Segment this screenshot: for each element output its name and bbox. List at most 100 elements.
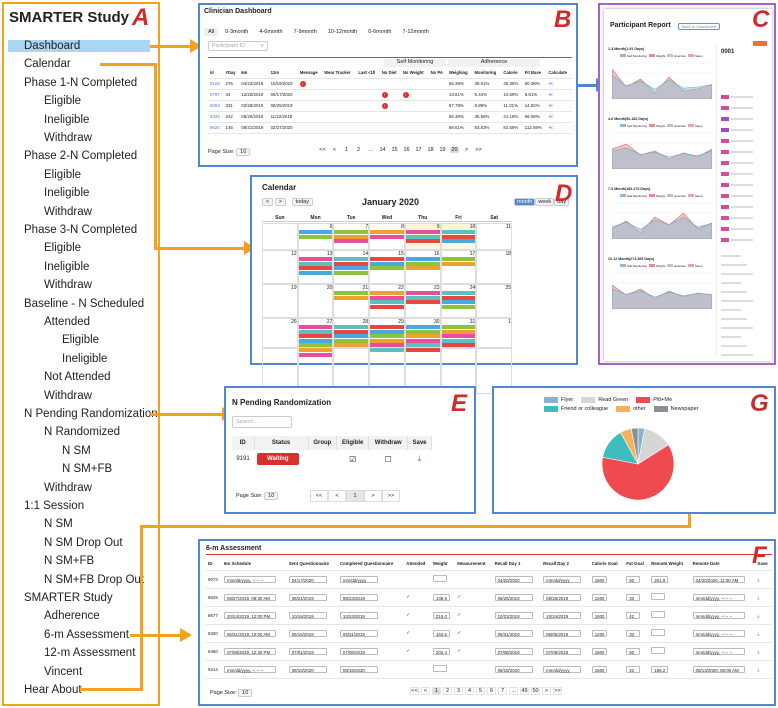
calendar-event[interactable] <box>441 329 476 334</box>
calendar-day-cell[interactable] <box>333 250 370 284</box>
calendar-event[interactable] <box>298 334 333 339</box>
calendar-event[interactable] <box>370 348 404 352</box>
page-button[interactable]: 1 <box>344 147 349 153</box>
page-button[interactable]: > <box>364 490 382 502</box>
calendar-day-cell[interactable] <box>476 250 512 284</box>
assessment-input-field[interactable]: 04/17/2020 <box>288 575 327 583</box>
assessment-input-field[interactable]: 08/25/2019 <box>494 593 533 601</box>
calendar-event[interactable] <box>298 257 333 261</box>
calendar-event[interactable] <box>370 257 404 261</box>
page-button[interactable]: ... <box>368 147 373 153</box>
calendar-event[interactable] <box>441 291 476 295</box>
assessment-input-field[interactable]: 196.2 <box>651 665 669 673</box>
page-button[interactable]: 14 <box>379 147 386 153</box>
calendar-event[interactable] <box>298 234 333 239</box>
calendar-event[interactable] <box>298 230 333 234</box>
assessment-input-field[interactable]: 08/18/2020 <box>494 665 533 673</box>
tab-4[interactable]: 10-12month <box>327 29 358 35</box>
sidebar-item[interactable]: Baseline - N Scheduled <box>24 297 145 310</box>
assessment-input-field[interactable]: 04/20/2020 <box>494 575 533 583</box>
calendar-event[interactable] <box>334 270 369 275</box>
assessment-input-field[interactable] <box>651 611 666 618</box>
calendar-event[interactable] <box>298 338 333 343</box>
calendar-event[interactable] <box>334 239 369 244</box>
calendar-event[interactable] <box>298 329 333 334</box>
calendar-day-cell[interactable] <box>369 250 405 284</box>
calendar-event[interactable] <box>334 257 369 261</box>
today-button[interactable]: today <box>291 198 313 206</box>
calendar-event[interactable] <box>370 300 404 305</box>
calendar-event[interactable] <box>405 261 440 266</box>
sidebar-item[interactable]: N SM+FB Drop Out <box>44 573 145 586</box>
calendar-event[interactable] <box>370 329 404 334</box>
sidebar-item[interactable]: Eligible <box>44 168 82 181</box>
assessment-input-field[interactable]: 10/24/2019, 12:00 PM <box>223 611 276 619</box>
alert-icon[interactable]: ! <box>381 91 388 98</box>
save-icon[interactable]: ⤓ <box>757 648 760 654</box>
sidebar-item[interactable]: Attended <box>44 316 91 328</box>
eligible-checkbox[interactable]: ☑ <box>349 454 357 464</box>
page-button[interactable]: 3 <box>454 687 463 695</box>
calendar-day-cell[interactable] <box>404 284 441 318</box>
save-icon[interactable]: ⤓ <box>757 594 760 600</box>
calendar-event[interactable] <box>441 304 476 309</box>
page-button[interactable]: < <box>421 687 430 695</box>
calendar-event[interactable] <box>334 343 369 348</box>
assessment-input-field[interactable]: 05/31/2019, 10:00 AM <box>223 629 276 637</box>
assessment-input-field[interactable]: mm/dd/yyyy, --:-- -- <box>223 665 276 673</box>
page-button[interactable]: 2 <box>356 147 361 153</box>
page-button[interactable]: 49 <box>520 687 529 695</box>
assessment-input-field[interactable]: 10/16/2019 <box>288 611 327 619</box>
calendar-day-cell[interactable] <box>297 318 334 348</box>
calendar-day-cell[interactable] <box>333 223 370 250</box>
assessment-input-field[interactable]: 1500 <box>591 611 608 619</box>
assessment-input-field[interactable]: mm/dd/yyyy, --:-- -- <box>223 575 276 583</box>
calculate-icon[interactable]: ≪ <box>546 100 572 112</box>
save-icon[interactable]: ⤓ <box>757 612 760 618</box>
back-to-dashboard-button[interactable]: Back to Dashboard <box>678 23 721 30</box>
calendar-event[interactable] <box>370 295 404 300</box>
assessment-input-field[interactable]: 148.6 <box>432 593 450 601</box>
calendar-event[interactable] <box>405 300 440 305</box>
sidebar-item[interactable]: Dashboard <box>8 40 150 52</box>
assessment-input-field[interactable]: 1200 <box>591 629 608 637</box>
calendar-event[interactable] <box>441 343 476 348</box>
assessment-input-field[interactable]: mm/dd/yyyy, --:-- -- <box>692 647 745 655</box>
calculate-icon[interactable]: ≪ <box>546 111 572 123</box>
calendar-day-cell[interactable] <box>262 318 298 348</box>
calendar-event[interactable] <box>370 261 404 266</box>
page-button[interactable]: 7 <box>498 687 507 695</box>
calendar-event[interactable] <box>370 343 404 348</box>
assessment-input-field[interactable]: mm/dd/yyyy <box>339 575 378 583</box>
calendar-event[interactable] <box>405 338 440 343</box>
calendar-event[interactable] <box>370 334 404 339</box>
assessment-input-field[interactable]: 05/31/2019 <box>339 629 378 637</box>
page-button[interactable]: ... <box>509 687 518 695</box>
assessment-checkbox[interactable]: ✓ <box>457 630 461 635</box>
assessment-input-field[interactable]: 06/05/2019 <box>543 629 582 637</box>
assessment-page-size-select[interactable]: 10 <box>238 689 253 697</box>
month-view-button[interactable]: month <box>514 198 536 206</box>
calendar-event[interactable] <box>441 338 476 343</box>
assessment-checkbox[interactable]: ✓ <box>406 630 410 635</box>
assessment-input-field[interactable]: 163.6 <box>432 629 450 637</box>
calendar-day-cell[interactable] <box>297 223 334 250</box>
calendar-day-cell[interactable] <box>333 284 370 318</box>
calculate-icon[interactable]: ≪ <box>546 89 572 101</box>
sidebar-item[interactable]: Ineligible <box>62 352 108 365</box>
assessment-input-field[interactable]: 07/08/2019 <box>339 647 378 655</box>
calendar-event[interactable] <box>334 261 369 266</box>
calendar-event[interactable] <box>441 300 476 305</box>
assessment-input-field[interactable] <box>651 629 666 636</box>
calendar-event[interactable] <box>441 325 476 329</box>
table-row[interactable]: 8320 242 05/26/2019 11/22/2019 66.39% 35.56% 4… <box>208 111 572 123</box>
assessment-input-field[interactable]: 10/24/2019 <box>543 611 582 619</box>
page-button[interactable]: 20 <box>450 147 459 153</box>
table-row[interactable]: 8003 331 02/26/2019 08/25/2019! 87.78% 8.89% 1… <box>208 100 572 112</box>
sidebar-item[interactable]: N Pending Randomization <box>24 408 158 420</box>
sidebar-item[interactable]: SMARTER Study <box>24 592 113 604</box>
assessment-input-field[interactable]: 42 <box>626 611 641 619</box>
assessment-input-field[interactable]: mm/dd/yyyy <box>543 575 582 583</box>
sidebar-item[interactable]: 1:1 Session <box>24 500 85 512</box>
sidebar-item[interactable]: Withdraw <box>44 279 92 292</box>
